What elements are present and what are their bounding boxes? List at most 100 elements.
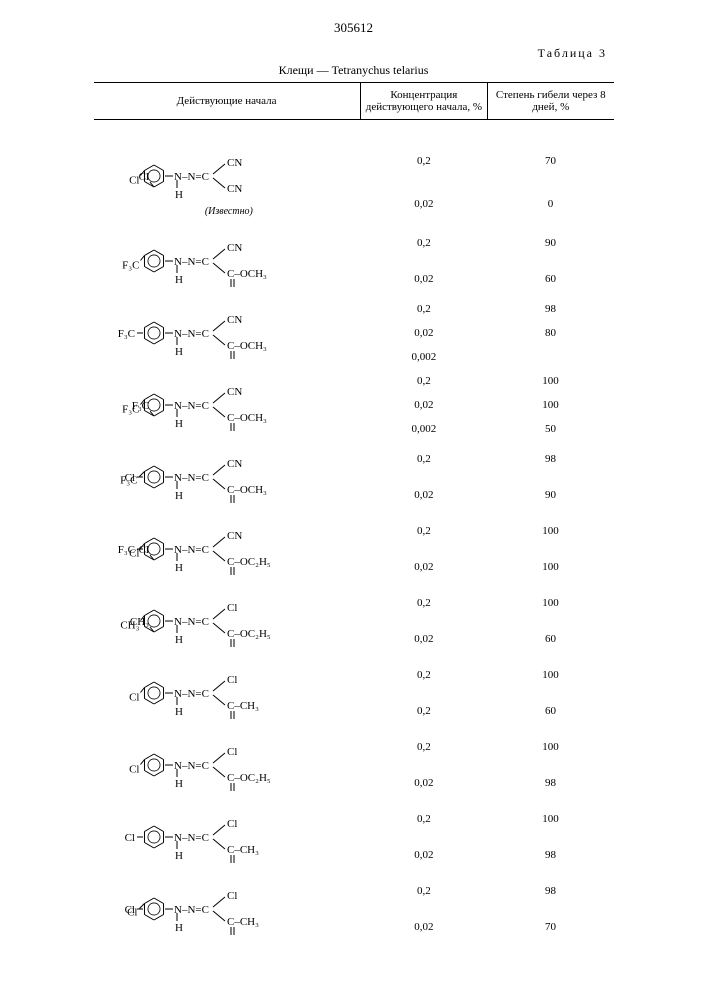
svg-text:N–N=C: N–N=C [174, 688, 209, 700]
svg-text:H: H [175, 346, 183, 358]
table-row: ClN–N=CHClC–CH₃O0,2100 [94, 657, 614, 693]
svg-text:CN: CN [227, 530, 242, 542]
structure-diagram: ClN–N=CHClC–CH₃O [102, 809, 302, 865]
svg-text:N–N=C: N–N=C [174, 904, 209, 916]
svg-text:CN: CN [227, 386, 242, 398]
mortality-cell: 98 [488, 873, 614, 909]
svg-text:N–N=C: N–N=C [174, 832, 209, 844]
svg-text:Cl: Cl [129, 548, 139, 560]
svg-text:O: O [229, 864, 237, 865]
svg-text:N–N=C: N–N=C [174, 616, 209, 628]
svg-text:N–N=C: N–N=C [174, 760, 209, 772]
svg-text:C–OCH₃: C–OCH₃ [227, 484, 267, 496]
table-row: ClF₃CN–N=CHCNC–OCH₃O0,298 [94, 441, 614, 477]
svg-text:CH₃: CH₃ [120, 620, 139, 632]
concentration-cell: 0,02 [360, 183, 487, 226]
table-row: ClClN–N=CHClC–CH₃O0,298 [94, 873, 614, 909]
mortality-cell: 60 [488, 261, 614, 297]
svg-text:H: H [175, 922, 183, 934]
mortality-cell: 80 [488, 321, 614, 345]
table-label: Таблица 3 [40, 46, 667, 61]
concentration-cell: 0,002 [360, 417, 487, 441]
svg-text:Cl: Cl [129, 764, 139, 776]
svg-text:Cl: Cl [227, 746, 237, 758]
table-row: ClClN–N=CHCNCN(Известно)0,270 [94, 140, 614, 183]
structure-diagram: ClClN–N=CHClC–CH₃O [102, 881, 302, 937]
svg-text:F₃C: F₃C [117, 328, 134, 340]
svg-text:N–N=C: N–N=C [174, 256, 209, 268]
svg-text:Cl: Cl [227, 818, 237, 830]
svg-text:F₃C: F₃C [122, 260, 139, 272]
concentration-cell: 0,2 [360, 693, 487, 729]
mortality-cell: 98 [488, 837, 614, 873]
mortality-cell: 100 [488, 369, 614, 393]
svg-text:O: O [229, 792, 237, 793]
concentration-cell: 0,02 [360, 477, 487, 513]
concentration-cell: 0,2 [360, 225, 487, 261]
svg-text:N–N=C: N–N=C [174, 472, 209, 484]
svg-text:H: H [175, 634, 183, 646]
svg-text:F₃C: F₃C [120, 475, 137, 487]
concentration-cell: 0,02 [360, 549, 487, 585]
structure-diagram: CH₃CH₃N–N=CHClC–OC₂H₅O [102, 593, 302, 649]
svg-text:O: O [229, 720, 237, 721]
table-row: F₃CF₃CN–N=CHCNC–OCH₃O0,2100 [94, 369, 614, 393]
concentration-cell: 0,2 [360, 441, 487, 477]
structure-cell: ClN–N=CHClC–CH₃O [94, 657, 361, 729]
col-concentration-header: Концентрация действующего начала, % [360, 83, 487, 120]
mortality-cell: 50 [488, 417, 614, 441]
svg-text:C–OCH₃: C–OCH₃ [227, 268, 267, 280]
svg-text:N–N=C: N–N=C [174, 400, 209, 412]
svg-text:O: O [229, 288, 237, 289]
mortality-cell: 90 [488, 225, 614, 261]
concentration-cell: 0,2 [360, 369, 487, 393]
svg-text:H: H [175, 562, 183, 574]
svg-text:N–N=C: N–N=C [174, 544, 209, 556]
concentration-cell: 0,2 [360, 729, 487, 765]
mortality-cell [488, 345, 614, 369]
svg-text:N–N=C: N–N=C [174, 328, 209, 340]
structure-diagram: F₃CF₃CN–N=CHCNC–OCH₃O [102, 377, 302, 433]
concentration-cell: 0,002 [360, 345, 487, 369]
concentration-cell: 0,02 [360, 393, 487, 417]
structure-cell: F₃CF₃CN–N=CHCNC–OCH₃O [94, 369, 361, 441]
svg-text:Cl: Cl [138, 544, 148, 556]
svg-text:O: O [229, 648, 237, 649]
svg-text:Cl: Cl [127, 907, 137, 919]
table-row: F₃CN–N=CHCNC–OCH₃O0,298 [94, 297, 614, 321]
header-row: Действующие начала Концентрация действую… [94, 83, 614, 120]
svg-text:C–CH₃: C–CH₃ [227, 844, 259, 856]
svg-text:H: H [175, 274, 183, 286]
structure-cell: F₃CN–N=CHCNC–OCH₃O [94, 225, 361, 297]
mortality-cell: 70 [488, 140, 614, 183]
mortality-cell: 98 [488, 297, 614, 321]
svg-text:C–OC₂H₅: C–OC₂H₅ [227, 628, 271, 640]
known-note: (Известно) [102, 206, 357, 217]
structure-diagram: F₃C N–N=C H CN C–OCH₃ O [102, 305, 302, 361]
mortality-cell: 100 [488, 549, 614, 585]
svg-text:H: H [175, 189, 183, 201]
mortality-cell: 100 [488, 729, 614, 765]
col-mortality-header: Степень гибели через 8 дней, % [488, 83, 614, 120]
table-row: ClN–N=CHClC–OC₂H₅O0,2100 [94, 729, 614, 765]
structure-diagram: ClN–N=CHClC–CH₃O [102, 665, 302, 721]
svg-text:C–OC₂H₅: C–OC₂H₅ [227, 772, 271, 784]
structure-cell: ClF₃CN–N=CHCNC–OCH₃O [94, 441, 361, 513]
svg-text:O: O [229, 360, 237, 361]
concentration-cell: 0,02 [360, 837, 487, 873]
mortality-cell: 100 [488, 585, 614, 621]
concentration-cell: 0,2 [360, 801, 487, 837]
mortality-cell: 70 [488, 909, 614, 945]
svg-text:Cl: Cl [129, 175, 139, 187]
concentration-cell: 0,02 [360, 765, 487, 801]
svg-text:H: H [175, 706, 183, 718]
svg-text:C–OC₂H₅: C–OC₂H₅ [227, 556, 271, 568]
structure-cell: F₃C N–N=C H CN C–OCH₃ O [94, 297, 361, 369]
mortality-cell: 100 [488, 513, 614, 549]
svg-text:C–OCH₃: C–OCH₃ [227, 340, 267, 352]
concentration-cell: 0,02 [360, 321, 487, 345]
svg-text:Cl: Cl [227, 674, 237, 686]
mortality-cell: 98 [488, 441, 614, 477]
svg-text:CN: CN [227, 314, 242, 326]
concentration-cell: 0,02 [360, 621, 487, 657]
